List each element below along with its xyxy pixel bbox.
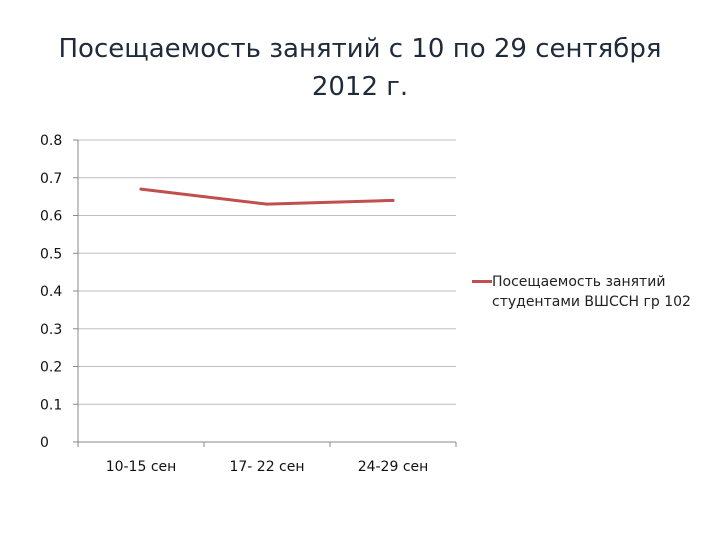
y-tick-label: 0.4 [40,284,62,300]
y-tick-label: 0.6 [40,209,62,225]
series-line [139,187,395,206]
x-tick-label: 10-15 сен [106,459,177,475]
y-tick-label: 0.7 [40,171,62,187]
x-tick-label: 24-29 сен [358,459,429,475]
legend: Посещаемость занятий студентами ВШССН гр… [472,272,712,312]
legend-label: Посещаемость занятий студентами ВШССН гр… [492,274,691,310]
y-tick-label: 0.2 [40,360,62,376]
y-tick-label: 0.1 [40,397,62,413]
x-tick-label: 17- 22 сен [229,459,304,475]
chart-title: Посещаемость занятий с 10 по 29 сентября… [58,34,662,102]
legend-swatch [472,280,492,283]
data-point [139,187,143,191]
y-tick-label: 0.3 [40,322,62,338]
y-tick-label: 0 [40,435,49,451]
data-point [265,202,269,206]
y-tick-label: 0.8 [40,133,62,149]
data-point [391,198,395,202]
y-tick-label: 0.5 [40,246,62,262]
